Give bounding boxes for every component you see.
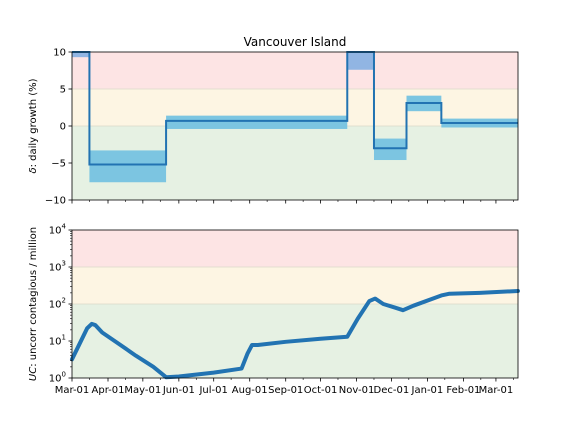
contagious-y-axis-text: : uncorr contagious / million	[28, 227, 39, 367]
x-tick-label: Jul-01	[198, 385, 227, 396]
growth-y-ticks: 10 5 0 −5 −10	[45, 48, 72, 207]
growth-x-ticks	[71, 200, 514, 204]
growth-y-axis-symbol: δ	[28, 167, 39, 173]
x-tick-label: Mar-01	[55, 385, 90, 396]
contagious-y-axis-symbol: UC	[28, 367, 39, 381]
chart-title: Vancouver Island	[244, 35, 347, 49]
y-tick-label: 5	[60, 85, 66, 96]
y-tick-label: 10	[53, 48, 66, 59]
confidence-interval-bar	[347, 52, 374, 70]
y-tick-label: 102	[49, 297, 66, 311]
x-tick-label: Jun-01	[162, 385, 195, 396]
background-band	[72, 52, 518, 89]
contagious-band-boundaries	[72, 266, 518, 305]
contagious-y-axis-label: UC: uncorr contagious / million	[28, 227, 39, 381]
contagious-x-ticks: Mar-01 Apr-01 May-01 Jun-01 Jul-01 Aug-01 Sep-…	[55, 378, 514, 396]
growth-background-bands	[72, 52, 518, 200]
confidence-interval-bar	[89, 150, 167, 183]
y-tick-label: −5	[51, 159, 66, 170]
x-tick-label: Jan-01	[411, 385, 444, 396]
contagious-background-bands	[72, 230, 518, 378]
contagious-line	[70, 288, 520, 380]
y-tick-label: 0	[60, 122, 66, 133]
confidence-interval-bar	[373, 138, 407, 161]
y-tick-label: 100	[49, 371, 66, 385]
x-tick-label: Sep-01	[268, 385, 303, 396]
x-tick-label: Aug-01	[232, 385, 268, 396]
contagious-y-ticks: 100 101 102 103 104	[49, 223, 72, 385]
growth-y-axis-label: δ: daily growth (%)	[28, 78, 39, 173]
confidence-interval-bar	[72, 52, 90, 58]
x-tick-label: Apr-01	[92, 385, 125, 396]
x-tick-label: Mar-01	[479, 385, 514, 396]
y-tick-label: 103	[49, 260, 66, 274]
y-tick-label: 101	[49, 334, 66, 348]
growth-rate-panel: 10 5 0 −5 −10 Vancouver Island δ: daily grow…	[28, 35, 519, 207]
x-tick-label: Oct-01	[304, 385, 338, 396]
y-tick-label: −10	[45, 196, 66, 207]
x-tick-label: Nov-01	[339, 385, 375, 396]
x-tick-label: May-01	[124, 385, 161, 396]
y-tick-label: 104	[49, 223, 67, 237]
x-tick-label: Dec-01	[374, 385, 410, 396]
confidence-interval-bar	[166, 115, 348, 129]
background-band	[72, 230, 518, 267]
growth-y-axis-text: : daily growth (%)	[28, 78, 39, 167]
background-band	[72, 267, 518, 304]
x-tick-label: Feb-01	[446, 385, 480, 396]
